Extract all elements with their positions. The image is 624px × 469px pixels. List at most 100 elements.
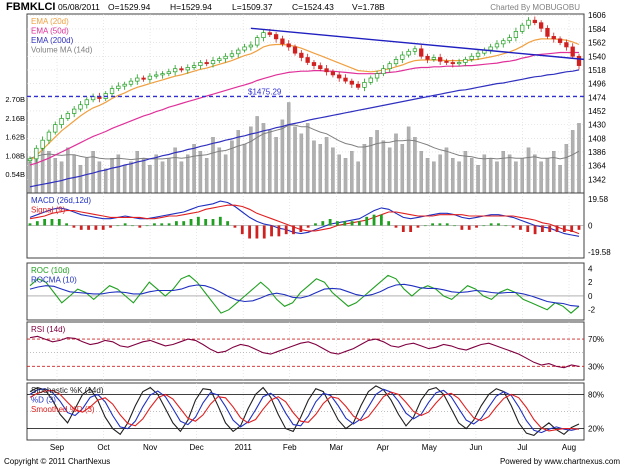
volume-bar bbox=[141, 158, 146, 194]
macd-histogram-bar bbox=[35, 221, 39, 226]
candle-body bbox=[229, 53, 235, 57]
candle-body bbox=[438, 57, 443, 62]
macd-histogram-bar bbox=[314, 223, 317, 226]
volume-bar bbox=[85, 158, 89, 194]
x-tick-label: 2011 bbox=[235, 443, 253, 452]
volume-bar bbox=[350, 151, 354, 194]
volume-bar bbox=[501, 151, 506, 194]
macd-histogram-bar bbox=[394, 225, 398, 228]
candle-body bbox=[27, 158, 33, 162]
macd-histogram-bar bbox=[167, 223, 171, 226]
volume-bar bbox=[280, 119, 285, 194]
candle-body bbox=[362, 82, 367, 88]
volume-bar bbox=[53, 158, 57, 194]
roc_panel-tick-label: 4 bbox=[588, 264, 593, 273]
candle-body bbox=[374, 73, 380, 79]
macd-histogram-bar bbox=[431, 223, 434, 226]
price-legend-item: EMA (20d) bbox=[31, 17, 69, 26]
candle-body bbox=[337, 74, 342, 79]
roc_panel-tick-label: 2 bbox=[588, 278, 593, 287]
candle-body bbox=[425, 55, 430, 60]
macd-histogram-bar bbox=[131, 225, 134, 227]
macd-histogram-bar bbox=[570, 225, 574, 232]
volume-tick-label: 1.62B bbox=[5, 133, 25, 142]
volume-ma-line bbox=[29, 124, 580, 161]
volume-bar bbox=[425, 158, 430, 194]
macd-histogram-bar bbox=[299, 225, 303, 232]
price-tick-label: 1518 bbox=[588, 66, 606, 75]
candle-body bbox=[292, 46, 298, 54]
support-label: $1475.29 bbox=[248, 87, 282, 96]
candle-body bbox=[154, 74, 159, 77]
volume-bar bbox=[495, 161, 499, 194]
volume-bar bbox=[520, 158, 524, 194]
high-label: H=1529.94 bbox=[170, 2, 212, 12]
close-label: C=1524.43 bbox=[292, 2, 334, 12]
candle-body bbox=[355, 83, 361, 88]
macd-histogram-bar bbox=[460, 225, 464, 230]
macd-histogram-bar bbox=[372, 214, 376, 226]
candle-body bbox=[236, 49, 241, 55]
candle-body bbox=[204, 62, 209, 65]
rsi_panel-tick-label: 30% bbox=[588, 362, 604, 371]
volume-bar bbox=[419, 151, 423, 194]
macd-histogram-bar bbox=[248, 225, 251, 239]
macd-histogram-bar bbox=[160, 223, 164, 226]
macd-histogram-bar bbox=[72, 225, 76, 228]
volume-bar bbox=[331, 147, 335, 194]
candle-body bbox=[564, 42, 569, 48]
x-tick-label: Nov bbox=[143, 443, 157, 452]
volume-bar bbox=[135, 151, 140, 194]
open-label: O=1529.94 bbox=[108, 2, 151, 12]
candle-body bbox=[406, 50, 411, 56]
macd-histogram-bar bbox=[379, 214, 383, 226]
macd_panel-tick-label: 19.58 bbox=[588, 195, 609, 204]
candle-body bbox=[501, 40, 506, 45]
x-tick-label: Jun bbox=[469, 443, 482, 452]
candle-body bbox=[318, 65, 323, 70]
macd-histogram-bar bbox=[350, 221, 354, 226]
candle-body bbox=[299, 52, 304, 58]
candle-body bbox=[172, 68, 178, 73]
rsi_panel-tick-label: 70% bbox=[588, 335, 604, 344]
macd-histogram-bar bbox=[204, 219, 208, 226]
volume-bar bbox=[72, 154, 76, 194]
macd-histogram-bar bbox=[401, 225, 405, 232]
volume-bar bbox=[381, 140, 386, 194]
price-tick-label: 1540 bbox=[588, 52, 606, 61]
candle-body bbox=[393, 59, 399, 65]
price-tick-label: 1408 bbox=[588, 134, 606, 143]
volume-bar bbox=[204, 158, 209, 194]
macd-histogram-bar bbox=[423, 225, 427, 227]
volume-bar bbox=[438, 154, 442, 194]
candle-body bbox=[324, 68, 329, 73]
candle-body bbox=[463, 59, 468, 63]
candle-body bbox=[545, 27, 550, 37]
ema20-line bbox=[29, 38, 580, 162]
price-tick-label: 1342 bbox=[588, 175, 606, 184]
macd_panel-tick-label: -19.58 bbox=[588, 248, 611, 257]
volume-bar bbox=[299, 133, 304, 194]
volume-bar bbox=[514, 161, 518, 194]
x-tick-label: Feb bbox=[283, 443, 297, 452]
macd-histogram-bar bbox=[138, 225, 142, 228]
macd-histogram-bar bbox=[467, 225, 471, 230]
rsi_panel-plot-area bbox=[26, 321, 585, 381]
macd-histogram-bar bbox=[196, 216, 200, 226]
volume-bar bbox=[558, 164, 562, 194]
candle-body bbox=[65, 113, 71, 119]
stoch_panel-legend-item: %D (3) bbox=[31, 396, 56, 405]
candle-body bbox=[349, 80, 354, 85]
macd_panel-legend-item: MACD (26d,12d) bbox=[31, 196, 91, 205]
volume-bar bbox=[375, 130, 379, 194]
candle-body bbox=[141, 77, 146, 80]
volume-bar bbox=[122, 164, 127, 194]
x-tick-label: Apr bbox=[377, 443, 390, 452]
candle-body bbox=[444, 60, 449, 63]
price-tick-label: 1386 bbox=[588, 148, 606, 157]
price-legend-item: Volume MA (14d) bbox=[31, 46, 93, 55]
candle-body bbox=[160, 73, 165, 76]
volume-bar bbox=[116, 154, 121, 194]
macd-histogram-bar bbox=[109, 225, 112, 228]
volume-bar bbox=[406, 126, 411, 194]
